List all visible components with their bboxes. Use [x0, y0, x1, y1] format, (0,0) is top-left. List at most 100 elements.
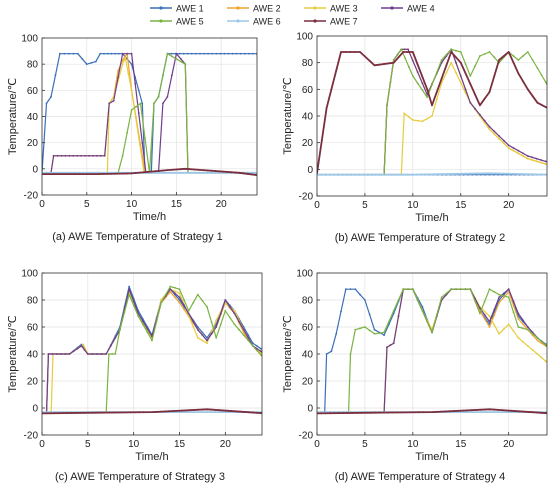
- data-point: [544, 81, 547, 84]
- data-point: [459, 51, 462, 53]
- data-point: [142, 171, 145, 174]
- data-point: [324, 173, 327, 176]
- data-point: [373, 328, 376, 331]
- y-tick-label: 100: [21, 34, 38, 45]
- x-tick-label: 5: [362, 439, 368, 450]
- data-point: [201, 299, 204, 302]
- data-point: [445, 292, 448, 295]
- data-point: [174, 290, 176, 293]
- data-point: [498, 332, 500, 335]
- data-point: [210, 408, 213, 411]
- data-point: [242, 334, 245, 336]
- data-point: [128, 285, 131, 288]
- data-point: [63, 52, 66, 55]
- data-point: [171, 168, 173, 171]
- data-point: [86, 353, 89, 355]
- x-tick-label: 0: [314, 200, 320, 211]
- data-point: [459, 81, 462, 84]
- data-point: [523, 410, 525, 413]
- data-point: [110, 52, 113, 55]
- data-point: [168, 410, 170, 413]
- data-point: [483, 300, 486, 303]
- data-point: [503, 295, 505, 297]
- data-point: [158, 171, 160, 174]
- data-point: [448, 410, 451, 413]
- data-point: [166, 96, 169, 98]
- data-point: [475, 411, 478, 413]
- data-point: [479, 312, 481, 315]
- data-point: [510, 409, 512, 412]
- data-point: [522, 80, 524, 83]
- data-point: [483, 53, 486, 55]
- data-point: [180, 60, 182, 63]
- data-point: [392, 59, 395, 61]
- data-point: [224, 299, 227, 301]
- data-point: [117, 69, 119, 72]
- data-point: [389, 344, 392, 347]
- data-point: [488, 51, 491, 53]
- data-point: [493, 75, 496, 77]
- data-point: [128, 288, 131, 291]
- data-point: [121, 411, 124, 414]
- data-point: [488, 288, 491, 291]
- data-point: [469, 288, 472, 291]
- chart-caption: (b) AWE Temperature of Strategy 2: [335, 232, 506, 244]
- data-point: [421, 76, 424, 78]
- data-point: [386, 411, 389, 414]
- data-point: [196, 326, 199, 328]
- data-point: [445, 71, 448, 74]
- data-point: [175, 58, 178, 60]
- data-point: [201, 331, 204, 334]
- data-point: [181, 411, 184, 413]
- x-tick-label: 20: [503, 439, 515, 450]
- data-point: [47, 353, 50, 355]
- data-point: [400, 48, 403, 51]
- data-point: [385, 173, 388, 176]
- x-tick-label: 0: [39, 439, 45, 450]
- data-point: [215, 319, 218, 322]
- data-point: [80, 345, 83, 347]
- data-point: [544, 163, 547, 165]
- data-point: [215, 326, 218, 328]
- data-point: [65, 173, 68, 176]
- data-point: [540, 74, 543, 76]
- data-point: [522, 341, 524, 343]
- data-point: [407, 51, 409, 53]
- legend-item: AWE 7: [304, 17, 358, 27]
- data-point: [329, 173, 331, 176]
- data-point: [411, 75, 414, 77]
- y-tick-label: 100: [296, 32, 313, 43]
- data-point: [190, 171, 193, 174]
- data-point: [178, 299, 181, 301]
- data-point: [342, 412, 345, 414]
- data-point: [94, 173, 97, 176]
- data-point: [471, 172, 474, 175]
- data-point: [202, 171, 205, 174]
- data-point: [467, 172, 470, 175]
- data-point: [126, 172, 129, 175]
- data-point: [518, 173, 521, 175]
- data-point: [238, 320, 241, 323]
- data-point: [58, 412, 60, 415]
- data-point: [76, 154, 79, 157]
- data-point: [130, 172, 133, 175]
- y-tick-label: 40: [302, 350, 314, 361]
- data-point: [233, 312, 236, 315]
- y-tick-label: 60: [27, 323, 39, 334]
- legend-marker: [159, 19, 163, 23]
- data-point: [368, 329, 371, 332]
- data-point: [219, 52, 222, 55]
- data-point: [74, 173, 76, 176]
- data-point: [505, 172, 508, 175]
- data-point: [70, 173, 72, 176]
- data-point: [210, 321, 213, 324]
- data-point: [407, 288, 409, 291]
- data-point: [114, 353, 117, 355]
- data-point: [455, 49, 457, 52]
- data-point: [535, 160, 538, 163]
- data-point: [431, 84, 433, 86]
- data-point: [164, 293, 167, 296]
- data-point: [464, 288, 467, 291]
- data-point: [497, 409, 499, 411]
- data-point: [517, 152, 520, 155]
